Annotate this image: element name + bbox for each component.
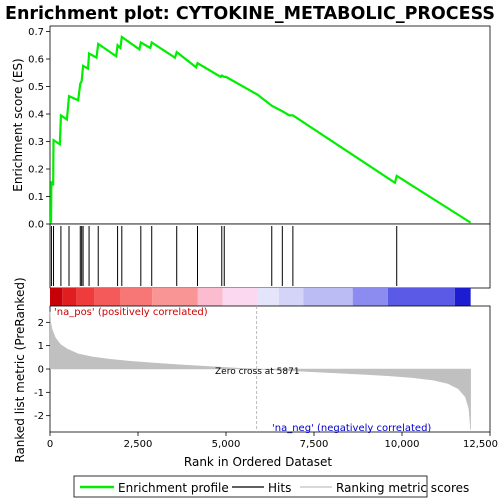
colorbar-segment xyxy=(197,288,223,306)
metric-area xyxy=(49,311,471,430)
rank-colorbar xyxy=(50,288,471,306)
es-y-tick-label: 0.3 xyxy=(28,137,44,148)
metric-x-tick-label: 12,500 xyxy=(463,439,498,450)
colorbar-segment xyxy=(152,288,198,306)
colorbar-segment xyxy=(94,288,121,306)
es-y-tick-label: 0.2 xyxy=(28,165,44,176)
colorbar-segment xyxy=(303,288,353,306)
hits-group xyxy=(50,226,398,286)
metric-x-tick-label: 2,500 xyxy=(124,439,153,450)
metric-group xyxy=(49,306,471,432)
es-y-tick-label: 0.1 xyxy=(28,192,44,203)
colorbar-segment xyxy=(76,288,94,306)
colorbar-segment xyxy=(257,288,279,306)
colorbar-segment xyxy=(387,288,455,306)
metric-y-tick-label: 2 xyxy=(38,318,44,329)
metric-x-tick-label: 10,000 xyxy=(385,439,420,450)
chart-title: Enrichment plot: CYTOKINE_METABOLIC_PROC… xyxy=(5,4,495,24)
es-y-tick-label: 0.4 xyxy=(28,110,44,121)
hits-panel-frame xyxy=(49,223,491,289)
metric-x-tick-label: 5,000 xyxy=(212,439,241,450)
colorbar-segment xyxy=(278,288,304,306)
zero-cross-label: Zero cross at 5871 xyxy=(215,367,300,377)
es-y-axis: 0.0 0.1 0.2 0.3 0.4 0.5 0.6 0.7 xyxy=(28,27,50,231)
metric-y-axis-label: Ranked list metric (PreRanked) xyxy=(13,277,27,462)
colorbar-segment xyxy=(62,288,77,306)
metric-x-tick-label: 7,500 xyxy=(300,439,329,450)
positive-correlation-label: 'na_pos' (positively correlated) xyxy=(54,307,208,318)
es-y-tick-label: 0.0 xyxy=(28,220,44,231)
colorbar-segment xyxy=(222,288,258,306)
legend-enrichment-label: Enrichment profile xyxy=(118,481,229,495)
metric-x-tick-label: 0 xyxy=(47,439,53,450)
colorbar-segment xyxy=(454,288,471,306)
es-y-tick-label: 0.5 xyxy=(28,82,44,93)
metric-y-tick-label: -2 xyxy=(34,411,44,422)
es-profile-group xyxy=(48,35,472,225)
metric-y-tick-label: 0 xyxy=(38,365,44,376)
es-y-tick-label: 0.7 xyxy=(28,27,44,38)
metric-x-axis: 0 2,500 5,000 7,500 10,000 12,500 xyxy=(47,432,498,450)
colorbar-segment xyxy=(120,288,153,306)
metric-y-tick-label: -1 xyxy=(34,388,44,399)
legend-metric-label: Ranking metric scores xyxy=(336,481,469,495)
es-y-tick-label: 0.6 xyxy=(28,55,44,66)
metric-x-axis-label: Rank in Ordered Dataset xyxy=(184,455,332,469)
metric-y-axis: 2 1 0 -1 -2 xyxy=(34,318,50,422)
colorbar-segment xyxy=(352,288,388,306)
colorbar-segment xyxy=(50,288,63,306)
metric-y-tick-label: 1 xyxy=(38,341,44,352)
legend-hits-label: Hits xyxy=(268,481,291,495)
es-y-axis-label: Enrichment score (ES) xyxy=(11,58,25,191)
negative-correlation-label: 'na_neg' (negatively correlated) xyxy=(272,423,431,434)
es-profile-line xyxy=(48,35,472,225)
es-panel-frame xyxy=(49,25,491,225)
